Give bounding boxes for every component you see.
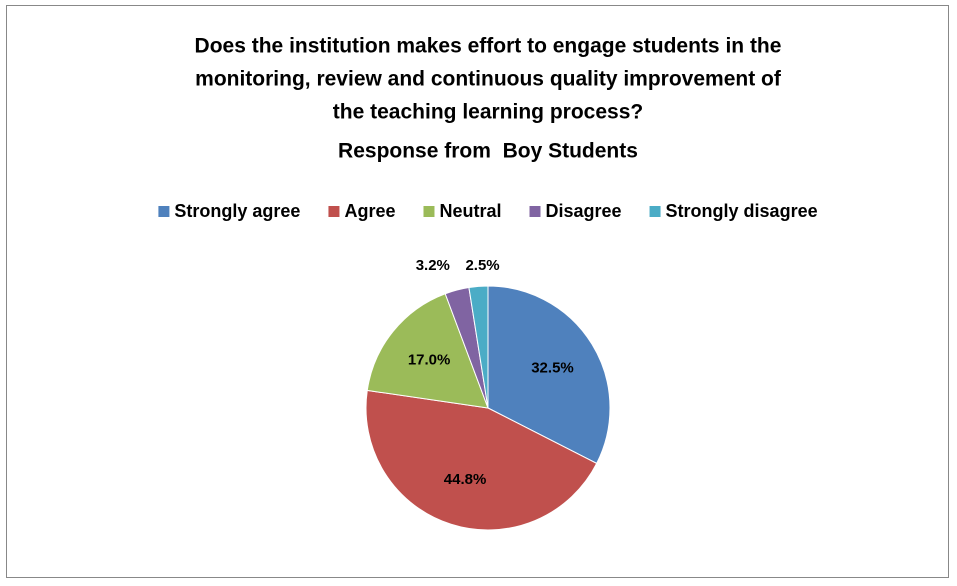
data-label: 2.5% [465, 257, 499, 274]
chart-subtitle: Response from Boy Students [338, 140, 638, 163]
data-label: 32.5% [531, 359, 574, 376]
legend-swatch [649, 206, 661, 217]
legend-swatch [328, 206, 340, 217]
legend-label: Strongly agree [174, 201, 300, 221]
pie-slice [487, 285, 611, 465]
chart-title: monitoring, review and continuous qualit… [195, 68, 782, 91]
pie-slice [366, 293, 489, 409]
legend-label: Strongly disagree [666, 201, 818, 221]
pie-slice [468, 285, 489, 409]
data-label: 3.2% [416, 257, 450, 274]
legend-label: Agree [344, 201, 395, 221]
legend-label: Disagree [546, 201, 622, 221]
data-label: 17.0% [408, 351, 451, 368]
chart-title: Does the institution makes effort to eng… [195, 35, 782, 58]
legend-swatch [423, 206, 435, 217]
pie-slice [365, 389, 598, 531]
legend-swatch [529, 206, 541, 217]
legend-swatch [158, 206, 170, 217]
data-label: 44.8% [444, 471, 487, 488]
chart-title: the teaching learning process? [333, 101, 643, 124]
legend-label: Neutral [439, 201, 501, 221]
